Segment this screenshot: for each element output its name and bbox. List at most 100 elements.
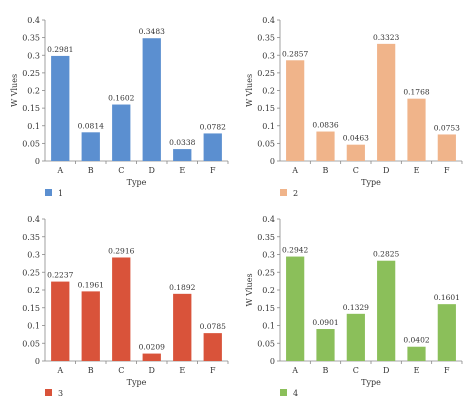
y-tick-label: 0.35 xyxy=(257,233,275,242)
x-axis-label: Type xyxy=(127,378,147,387)
bar-E xyxy=(407,98,426,161)
data-label: 0.0209 xyxy=(139,343,165,352)
legend-swatch xyxy=(45,389,52,396)
x-tick-label: E xyxy=(179,166,185,175)
chart-panel-1: 0 0.05 0.1 0.15 0.2 0.25 0.3 0.35 0.4 W Vlues 0.29… xyxy=(10,16,229,198)
data-label: 0.1961 xyxy=(78,280,104,289)
x-tick-label: F xyxy=(210,366,216,375)
data-label: 0.2825 xyxy=(373,250,399,259)
y-tick-label: 0 xyxy=(270,357,275,366)
y-tick-label: 0.2 xyxy=(262,286,275,295)
legend-label: 4 xyxy=(293,389,298,398)
data-label: 0.3323 xyxy=(373,33,399,42)
bar-C xyxy=(346,144,365,161)
y-tick-label: 0.4 xyxy=(262,215,275,224)
x-tick-label: F xyxy=(444,366,450,375)
y-tick-label: 0.15 xyxy=(22,104,40,113)
y-tick-label: 0.4 xyxy=(27,16,40,25)
bar-B xyxy=(316,329,335,361)
y-tick-label: 0.05 xyxy=(257,339,275,348)
y-tick-label: 0.25 xyxy=(22,268,40,277)
bar-F xyxy=(437,304,456,361)
data-label: 0.0901 xyxy=(312,318,338,327)
data-label: 0.0836 xyxy=(312,121,338,130)
x-tick-label: B xyxy=(323,166,329,175)
x-tick-label: C xyxy=(353,366,359,375)
bar-F xyxy=(203,333,222,361)
y-tick-label: 0.15 xyxy=(257,304,275,313)
bar-A xyxy=(286,60,305,161)
data-label: 0.1329 xyxy=(343,303,369,312)
x-axis-label: Type xyxy=(127,178,147,187)
y-tick-label: 0.15 xyxy=(22,304,40,313)
bar-F xyxy=(437,134,456,161)
data-label: 0.2916 xyxy=(108,246,134,255)
y-tick-label: 0 xyxy=(270,157,275,166)
x-tick-label: D xyxy=(383,366,389,375)
y-axis-label: W Vlues xyxy=(245,273,254,306)
bar-C xyxy=(112,257,131,361)
bar-B xyxy=(81,291,100,361)
y-axis-label: W Vlues xyxy=(245,74,254,107)
y-tick-label: 0.15 xyxy=(257,104,275,113)
data-label: 0.0782 xyxy=(200,122,226,131)
y-tick-label: 0.25 xyxy=(257,268,275,277)
chart-panel-2: 0 0.05 0.1 0.15 0.2 0.25 0.3 0.35 0.4 W Vlues 0.28… xyxy=(245,16,463,198)
x-tick-label: C xyxy=(118,166,124,175)
data-label: 0.0338 xyxy=(169,138,195,147)
y-tick-label: 0.35 xyxy=(22,233,40,242)
y-tick-label: 0.25 xyxy=(257,69,275,78)
bar-A xyxy=(51,55,70,161)
x-tick-label: F xyxy=(444,166,450,175)
y-tick-label: 0 xyxy=(35,157,40,166)
bar-A xyxy=(286,256,305,361)
y-tick-label: 0.3 xyxy=(27,51,40,60)
y-tick-label: 0.35 xyxy=(22,34,40,43)
y-tick-label: 0.3 xyxy=(27,251,40,260)
data-label: 0.3483 xyxy=(139,27,165,36)
y-tick-label: 0.1 xyxy=(27,322,40,331)
y-tick-label: 0.25 xyxy=(22,69,40,78)
bar-D xyxy=(142,38,161,161)
data-label: 0.0753 xyxy=(434,123,460,132)
data-label: 0.1602 xyxy=(108,94,134,103)
chart-panel-4: 0 0.05 0.1 0.15 0.2 0.25 0.3 0.35 0.4 W Vlues 0.29… xyxy=(245,215,463,398)
y-tick-label: 0.35 xyxy=(257,34,275,43)
y-tick-label: 0.4 xyxy=(262,16,275,25)
x-tick-label: C xyxy=(353,166,359,175)
x-tick-label: F xyxy=(210,166,216,175)
data-label: 0.0785 xyxy=(200,322,226,331)
y-tick-label: 0.1 xyxy=(27,122,40,131)
x-tick-label: A xyxy=(291,366,298,375)
legend-label: 3 xyxy=(58,389,63,398)
bar-E xyxy=(173,293,192,361)
x-tick-label: C xyxy=(118,366,124,375)
legend-swatch xyxy=(45,189,52,196)
x-tick-label: D xyxy=(149,366,155,375)
x-tick-label: D xyxy=(383,166,389,175)
data-label: 0.0814 xyxy=(78,121,104,130)
y-tick-label: 0.2 xyxy=(27,87,40,96)
y-tick-label: 0.05 xyxy=(22,139,40,148)
y-tick-label: 0.2 xyxy=(262,87,275,96)
x-tick-label: B xyxy=(323,366,329,375)
data-label: 0.2942 xyxy=(282,246,308,255)
bar-A xyxy=(51,281,70,361)
bar-C xyxy=(346,313,365,361)
bar-D xyxy=(377,43,396,161)
y-tick-label: 0.3 xyxy=(262,251,275,260)
y-axis-label: W Vlues xyxy=(10,74,19,107)
x-tick-label: E xyxy=(414,166,420,175)
x-tick-label: A xyxy=(56,366,63,375)
x-tick-label: E xyxy=(179,366,185,375)
data-label: 0.1601 xyxy=(434,293,460,302)
y-tick-label: 0.1 xyxy=(262,322,275,331)
bar-C xyxy=(112,104,131,161)
bar-F xyxy=(203,133,222,161)
y-tick-label: 0.05 xyxy=(257,139,275,148)
data-label: 0.0463 xyxy=(343,134,369,143)
x-axis-label: Type xyxy=(361,378,381,387)
legend-label: 2 xyxy=(293,189,298,198)
legend-label: 1 xyxy=(58,189,63,198)
